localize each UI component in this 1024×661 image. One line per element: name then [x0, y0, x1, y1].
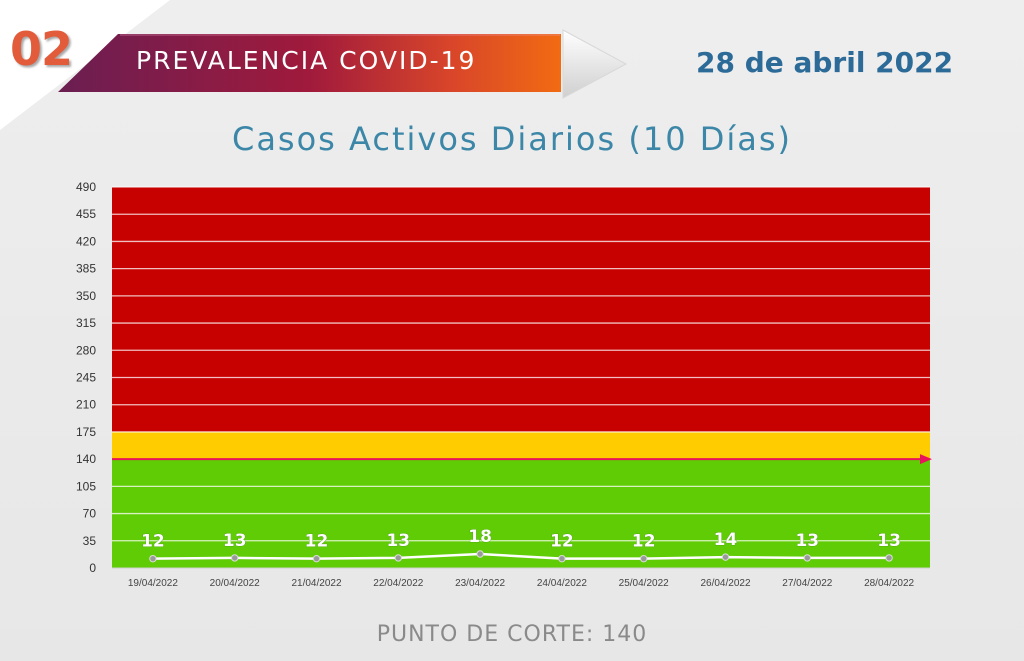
data-point-4	[476, 550, 484, 558]
y-tick-label-175: 175	[76, 425, 96, 439]
y-tick-label-140: 140	[76, 452, 96, 466]
zone-band-1	[112, 431, 930, 460]
x-tick-label-4: 23/04/2022	[455, 578, 505, 589]
y-tick-label-315: 315	[76, 316, 96, 330]
y-axis: 0 35 70 105 140 175 210 245 280 315 350 385 420 455 49…	[76, 180, 930, 575]
series	[149, 550, 893, 563]
x-tick-label-2: 21/04/2022	[291, 578, 341, 589]
data-point-1	[231, 554, 239, 562]
data-label-5: 12	[550, 532, 574, 552]
data-point-0	[149, 554, 157, 563]
series-line-0	[152, 552, 890, 560]
cutoff-arrowhead	[920, 454, 932, 465]
data-point-7	[721, 553, 730, 561]
corner-decoration	[0, 0, 170, 130]
data-label-7: 14	[714, 530, 738, 550]
y-tick-label-35: 35	[83, 534, 97, 548]
data-point-2	[312, 554, 321, 563]
data-point-8	[803, 554, 811, 562]
x-tick-label-7: 26/04/2022	[700, 578, 750, 589]
y-tick-label-0: 0	[89, 561, 96, 575]
x-tick-label-6: 25/04/2022	[619, 578, 669, 589]
data-label-8: 13	[795, 531, 819, 551]
cutoff-marker	[112, 454, 932, 465]
x-tick-label-0: 19/04/2022	[128, 578, 178, 589]
y-tick-label-455: 455	[76, 207, 96, 221]
y-tick-label-420: 420	[76, 234, 96, 248]
data-labels: 12 13 12 13 18 12 12 14 13 13	[141, 527, 901, 552]
section-number: 02	[10, 22, 73, 76]
y-tick-label-280: 280	[76, 343, 96, 357]
cutoff-label: PUNTO DE CORTE: 140	[376, 622, 648, 647]
y-tick-label-350: 350	[76, 289, 96, 303]
zone-bands	[112, 187, 930, 568]
title-banner	[58, 29, 628, 99]
data-point-9	[885, 554, 893, 562]
data-point-6	[640, 554, 648, 563]
y-tick-label-245: 245	[76, 371, 96, 385]
data-label-2: 12	[305, 532, 329, 552]
data-point-3	[394, 554, 402, 562]
y-tick-label-490: 490	[76, 180, 96, 194]
data-label-1: 13	[223, 531, 247, 551]
y-tick-label-385: 385	[76, 262, 96, 276]
x-tick-label-9: 28/04/2022	[864, 578, 914, 589]
report-date: 28 de abril 2022	[696, 46, 954, 79]
banner-title: PREVALENCIA COVID-19	[136, 46, 477, 75]
data-label-3: 13	[386, 531, 410, 551]
y-tick-label-210: 210	[76, 398, 96, 412]
data-label-0: 12	[141, 532, 165, 552]
data-label-4: 18	[468, 527, 492, 547]
y-tick-label-105: 105	[76, 479, 96, 493]
x-tick-label-8: 27/04/2022	[782, 578, 832, 589]
x-tick-label-1: 20/04/2022	[210, 578, 260, 589]
chart-title: Casos Activos Diarios (10 Días)	[231, 120, 793, 158]
x-tick-label-5: 24/04/2022	[537, 578, 587, 589]
zone-band-2	[112, 187, 930, 432]
data-label-9: 13	[877, 531, 901, 551]
data-point-5	[558, 554, 566, 563]
x-axis: 19/04/2022 20/04/2022 21/04/2022 22/04/2022…	[128, 578, 915, 589]
y-tick-label-70: 70	[83, 507, 97, 521]
x-tick-label-3: 22/04/2022	[373, 578, 423, 589]
data-label-6: 12	[632, 532, 656, 552]
